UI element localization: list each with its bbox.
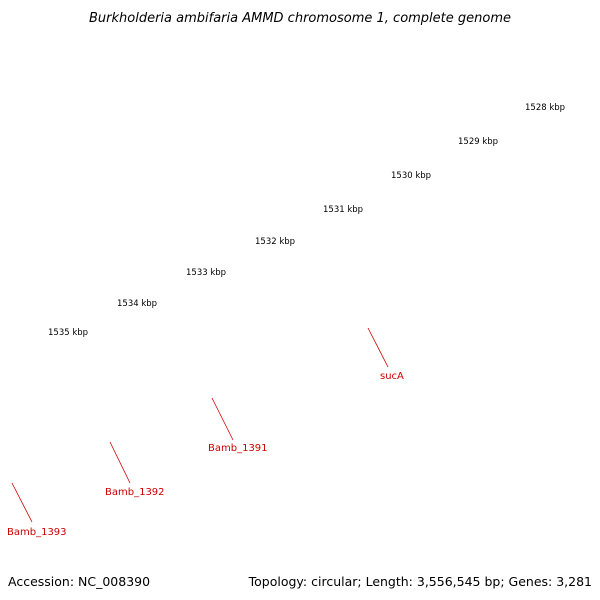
gene-label-lines — [11, 327, 389, 523]
map-title: Burkholderia ambifaria AMMD chromosome 1… — [89, 11, 511, 26]
leader-line-bamb-1392 — [109, 441, 131, 484]
tick-label-1530: 1530 kbp — [391, 171, 431, 181]
genome-summary-text: Topology: circular; Length: 3,556,545 bp… — [248, 574, 592, 589]
leader-line-bamb-1391 — [211, 397, 234, 441]
leader-line-bamb-1393 — [11, 482, 33, 523]
tick-label-1534: 1534 kbp — [117, 299, 157, 309]
accession-text: Accession: NC_008390 — [8, 574, 150, 589]
tick-label-1529: 1529 kbp — [458, 137, 498, 147]
gene-label-bamb-1391: Bamb_1391 — [208, 443, 268, 454]
ruler-labels: 1528 kbp 1529 kbp 1530 kbp 1531 kbp 1532… — [48, 103, 565, 338]
gene-label-sucA: sucA — [380, 371, 404, 382]
tick-label-1532: 1532 kbp — [255, 237, 295, 247]
tick-label-1533: 1533 kbp — [186, 268, 226, 278]
tick-label-1528: 1528 kbp — [525, 103, 565, 113]
tick-label-1535: 1535 kbp — [48, 328, 88, 338]
gene-labels: sucA Bamb_1391 Bamb_1392 Bamb_1393 — [7, 371, 404, 538]
gene-label-bamb-1392: Bamb_1392 — [105, 487, 165, 498]
tick-label-1531: 1531 kbp — [323, 205, 363, 215]
leader-line-sucA — [367, 327, 389, 368]
gene-label-bamb-1393: Bamb_1393 — [7, 527, 67, 538]
